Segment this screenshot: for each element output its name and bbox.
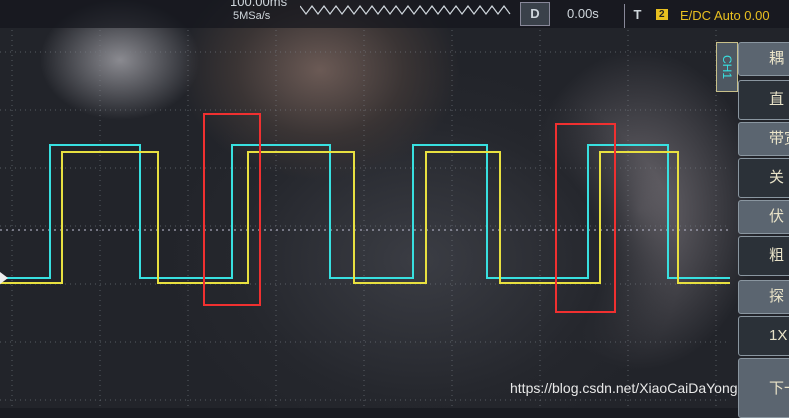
- menu-coupling-value[interactable]: 直: [738, 80, 789, 120]
- timebase: 100.00ms: [230, 0, 288, 9]
- menu-next-page[interactable]: 下一: [738, 358, 789, 418]
- menu-bandwidth[interactable]: 带宽: [738, 122, 789, 156]
- menu-probe[interactable]: 探: [738, 280, 789, 314]
- delay-value[interactable]: 0.00s: [567, 6, 599, 21]
- ch1-level-marker: [0, 272, 8, 284]
- menu-probe-value[interactable]: 1X: [738, 316, 789, 356]
- highlight-box: [555, 123, 616, 313]
- status-bar: 100.00ms 5MSa/s D 0.00s T 2 E/DC Auto 0.…: [0, 0, 789, 28]
- trigger-source-badge: 2: [656, 9, 668, 20]
- sample-rate: 5MSa/s: [233, 10, 271, 22]
- trigger-mode[interactable]: E/DC Auto 0.00: [680, 8, 770, 23]
- trigger-label: T: [624, 4, 650, 28]
- menu-bandwidth-value[interactable]: 关: [738, 158, 789, 198]
- photo-background: [0, 0, 789, 408]
- ch2-waveform: [0, 151, 730, 284]
- menu-coupling[interactable]: 耦: [738, 42, 789, 76]
- menu-volts-value[interactable]: 粗: [738, 236, 789, 276]
- ch1-waveform: [0, 144, 730, 279]
- delay-label: D: [520, 2, 550, 26]
- highlight-box: [203, 113, 261, 306]
- menu-volts[interactable]: 伏: [738, 200, 789, 234]
- watermark: https://blog.csdn.net/XiaoCaiDaYong: [510, 380, 738, 396]
- waveform-overview-icon: [300, 5, 511, 15]
- channel-tab-ch1[interactable]: CH1: [716, 42, 738, 92]
- scope-display: [0, 30, 730, 408]
- channel-menu: 耦 直 带宽 关 伏 粗 探 1X 下一: [736, 40, 789, 418]
